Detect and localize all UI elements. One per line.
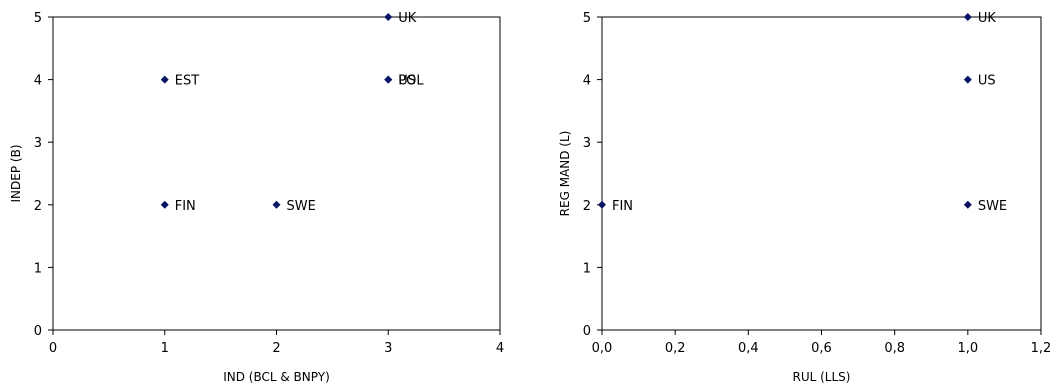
plot-area-frame: [52, 16, 501, 331]
x-axis-label: IND (BCL & BNPY): [223, 370, 330, 384]
chart-2: 0,0 0,2 0,4 0,6 0,8 1,0 1,2 0 1 2 3 4 5 RUL (LLS) REG …: [558, 11, 1051, 384]
data-point-label: US: [398, 74, 416, 89]
data-point-label: FIN: [612, 199, 633, 214]
data-point-label: UK: [978, 11, 997, 26]
x-tick-label: 1,2: [1031, 341, 1052, 356]
data-point-swe: [272, 200, 281, 209]
x-tick-label: 0,6: [811, 341, 832, 356]
y-tick-label: 4: [583, 74, 591, 89]
x-tick-label: 2: [272, 341, 280, 356]
plot-area-frame: [601, 16, 1042, 331]
data-point-label: SWE: [287, 199, 316, 214]
x-tick-label: 0,8: [884, 341, 905, 356]
y-tick-label: 1: [583, 261, 591, 276]
x-tick-label: 0,2: [665, 341, 686, 356]
data-point-swe: [963, 200, 972, 209]
data-point-est: [160, 75, 169, 84]
x-tick-label: 0,4: [738, 341, 759, 356]
y-tick-label: 4: [34, 74, 42, 89]
chart-1: 0 1 2 3 4 0 1 2 3 4 5 IND (BCL & BNPY) INDEP (B) UK ES…: [9, 11, 504, 384]
data-point-label: SWE: [978, 199, 1007, 214]
data-point-uk: [963, 13, 972, 21]
data-point-label: EST: [175, 74, 199, 89]
data-point-uk: [384, 13, 393, 21]
y-tick-label: 1: [34, 261, 42, 276]
data-point-pol: [384, 75, 393, 84]
y-tick-label: 2: [34, 199, 42, 214]
x-tick-label: 1,0: [957, 341, 978, 356]
data-point-label: UK: [398, 11, 417, 26]
y-tick-label: 5: [34, 11, 42, 26]
x-tick-label: 4: [496, 341, 504, 356]
data-point-fin: [598, 200, 606, 209]
x-tick-label: 1: [161, 341, 169, 356]
x-axis-label: RUL (LLS): [793, 370, 851, 384]
y-tick-label: 0: [583, 324, 591, 339]
data-point-label: US: [978, 74, 996, 89]
y-tick-label: 2: [583, 199, 591, 214]
y-tick-label: 0: [34, 324, 42, 339]
y-axis-label: REG MAND (L): [558, 131, 572, 217]
y-axis-label: INDEP (B): [9, 145, 23, 203]
x-tick-label: 0,0: [592, 341, 613, 356]
data-point-fin: [160, 200, 169, 209]
data-point-label: POL: [398, 74, 424, 89]
y-tick-label: 5: [583, 11, 591, 26]
data-point-us: [963, 75, 972, 84]
data-point-label: FIN: [175, 199, 196, 214]
y-tick-label: 3: [583, 136, 591, 151]
y-tick-label: 3: [34, 136, 42, 151]
x-tick-label: 0: [49, 341, 57, 356]
x-tick-label: 3: [384, 341, 392, 356]
